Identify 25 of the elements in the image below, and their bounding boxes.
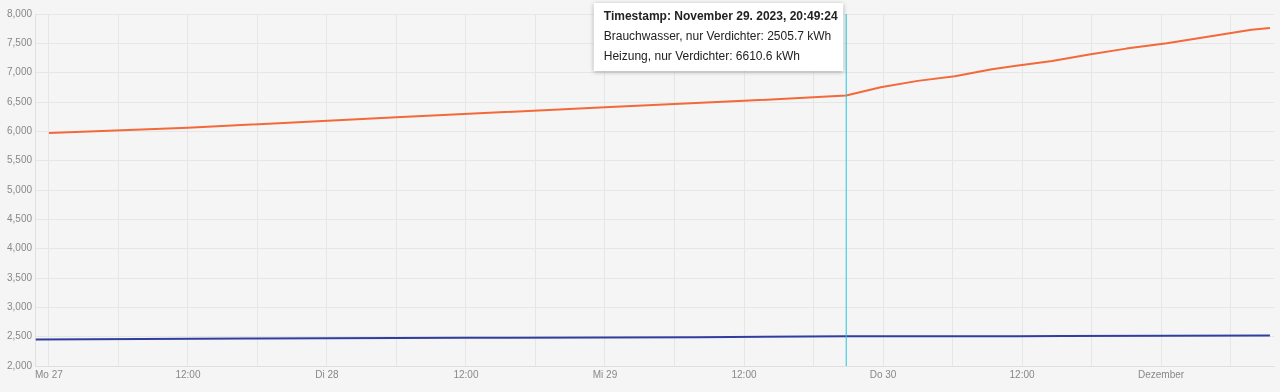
- x-tick-label: Di 28: [315, 368, 340, 380]
- x-tick-label: Mo 27: [35, 368, 64, 380]
- x-tick-label: Dezember: [1137, 368, 1185, 380]
- y-tick-label: 5,000: [6, 183, 33, 195]
- annotation: Heizung, nur Verdichter: 6610.6 kWh: [603, 49, 800, 64]
- x-tick-label: 12:00: [1009, 368, 1035, 380]
- x-tick-label: 12:00: [175, 368, 201, 380]
- y-tick-label: 3,500: [6, 271, 33, 283]
- x-tick-label: Mi 29: [592, 368, 618, 380]
- y-tick-label: 5,500: [6, 154, 33, 166]
- annotation: Brauchwasser, nur Verdichter: 2505.7 kWh: [603, 29, 832, 44]
- x-tick-label: 12:00: [731, 368, 757, 380]
- x-tick-label: Do 30: [869, 368, 897, 380]
- annotation: Timestamp: November 29. 2023, 20:49:24: [603, 9, 838, 24]
- y-tick-label: 2,500: [6, 330, 33, 342]
- y-tick-label: 4,500: [6, 213, 33, 225]
- y-tick-label: 4,000: [6, 242, 33, 254]
- y-tick-label: 6,000: [6, 125, 33, 137]
- y-tick-label: 6,500: [6, 95, 33, 107]
- y-tick-label: 3,000: [6, 301, 33, 313]
- x-tick-label: 12:00: [453, 368, 479, 380]
- y-tick-label: 7,000: [6, 66, 33, 78]
- y-tick-label: 7,500: [6, 37, 33, 49]
- y-tick-label: 8,000: [6, 7, 33, 19]
- y-tick-label: 2,000: [6, 359, 33, 371]
